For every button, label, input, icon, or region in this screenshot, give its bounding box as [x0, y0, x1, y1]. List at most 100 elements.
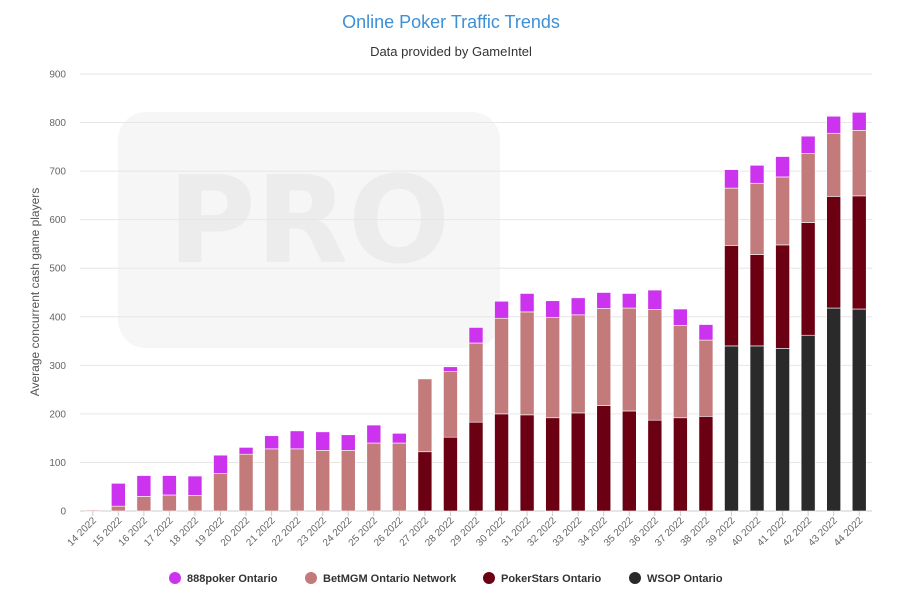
bar-segment: [826, 132, 841, 197]
bar-segment: [826, 115, 841, 134]
bar-segment: [366, 442, 382, 512]
bars: [85, 112, 867, 512]
bar-segment: [570, 297, 586, 316]
bar-segment: [238, 453, 254, 512]
bar-segment: [800, 135, 816, 154]
legend-item[interactable]: BetMGM Ontario Network: [305, 572, 457, 585]
y-tick-label: 400: [49, 312, 66, 323]
bar-segment: [698, 324, 714, 341]
bar-segment: [417, 451, 433, 512]
bar-segment: [851, 308, 867, 512]
y-tick-label: 900: [49, 70, 66, 81]
bar-segment: [238, 447, 254, 455]
bar-segment: [851, 130, 867, 197]
bar-segment: [366, 424, 382, 444]
bar-segment: [673, 308, 688, 326]
bar-segment: [468, 342, 484, 423]
bar-segment: [315, 431, 331, 451]
y-tick-label: 300: [49, 361, 66, 372]
bar-segment: [213, 454, 228, 474]
bar-segment: [392, 442, 407, 512]
bar-segment: [698, 416, 714, 512]
bar-segment: [545, 300, 560, 318]
watermark-text: PRO: [168, 152, 450, 291]
watermark: PRO: [118, 112, 500, 348]
bar-segment: [545, 316, 560, 419]
bar-segment: [468, 421, 484, 512]
bar-segment: [596, 405, 612, 512]
legend: 888poker Ontario BetMGM Ontario Network Po…: [169, 572, 723, 585]
bar-segment: [647, 289, 663, 310]
bar-segment: [775, 348, 790, 512]
bar-segment: [775, 176, 790, 246]
bar-segment: [136, 475, 152, 497]
bar-segment: [698, 339, 714, 417]
legend-label: BetMGM Ontario Network: [323, 573, 457, 585]
bar-segment: [340, 450, 356, 512]
bar-segment: [826, 307, 841, 512]
y-tick-label: 500: [49, 264, 66, 275]
bar-segment: [800, 222, 816, 336]
bar-segment: [136, 496, 152, 512]
bar-segment: [800, 334, 816, 512]
bar-segment: [111, 483, 126, 507]
bar-segment: [392, 433, 407, 444]
legend-label: 888poker Ontario: [187, 573, 278, 585]
legend-label: PokerStars Ontario: [501, 573, 602, 585]
bar-segment: [851, 195, 867, 310]
y-tick-label: 200: [49, 409, 66, 420]
bar-segment: [673, 325, 688, 419]
bar-segment: [187, 495, 203, 512]
bar-segment: [519, 293, 535, 313]
bar-segment: [85, 509, 101, 512]
y-tick-label: 700: [49, 167, 66, 178]
bar-segment: [264, 448, 279, 512]
bar-segment: [775, 156, 790, 178]
bar-segment: [289, 430, 305, 450]
bar-segment: [724, 345, 739, 512]
bar-segment: [494, 300, 509, 319]
y-axis-title: Average concurrent cash game players: [28, 188, 42, 397]
bar-segment: [187, 475, 203, 496]
bar-segment: [494, 413, 509, 512]
bar-segment: [417, 378, 433, 453]
chart-title: Online Poker Traffic Trends: [342, 12, 560, 32]
bar-segment: [264, 435, 279, 450]
bar-segment: [647, 309, 663, 421]
bar-segment: [621, 307, 637, 412]
legend-marker: [483, 572, 495, 584]
y-axis-ticks: 0 100 200 300 400 500 600 700 800 900: [49, 70, 66, 518]
legend-item[interactable]: 888poker Ontario: [169, 572, 278, 585]
bar-segment: [749, 254, 765, 347]
bar-segment: [289, 448, 305, 512]
bar-segment: [545, 417, 560, 512]
bar-segment: [621, 293, 637, 309]
bar-segment: [596, 308, 612, 406]
bar-segment: [468, 327, 484, 344]
y-tick-label: 0: [60, 507, 66, 518]
bar-segment: [494, 317, 509, 415]
bar-segment: [724, 187, 739, 246]
legend-marker: [629, 572, 641, 584]
bar-segment: [596, 292, 612, 309]
bar-segment: [851, 112, 867, 131]
bar-segment: [162, 494, 177, 512]
bar-segment: [724, 245, 739, 347]
legend-item[interactable]: WSOP Ontario: [629, 572, 723, 585]
legend-marker: [169, 572, 181, 584]
bar-segment: [800, 153, 816, 223]
bar-segment: [111, 505, 126, 512]
bar-segment: [443, 436, 458, 512]
bar-segment: [570, 412, 586, 512]
y-tick-label: 800: [49, 118, 66, 129]
chart-subtitle: Data provided by GameIntel: [370, 44, 532, 59]
legend-item[interactable]: PokerStars Ontario: [483, 572, 602, 585]
bar-segment: [443, 371, 458, 438]
bar-segment: [749, 164, 765, 184]
bar-segment: [775, 244, 790, 349]
bar-segment: [519, 311, 535, 416]
bar-segment: [826, 196, 841, 309]
x-tick-label: 44 2022: [832, 515, 866, 549]
bar-segment: [673, 417, 688, 512]
